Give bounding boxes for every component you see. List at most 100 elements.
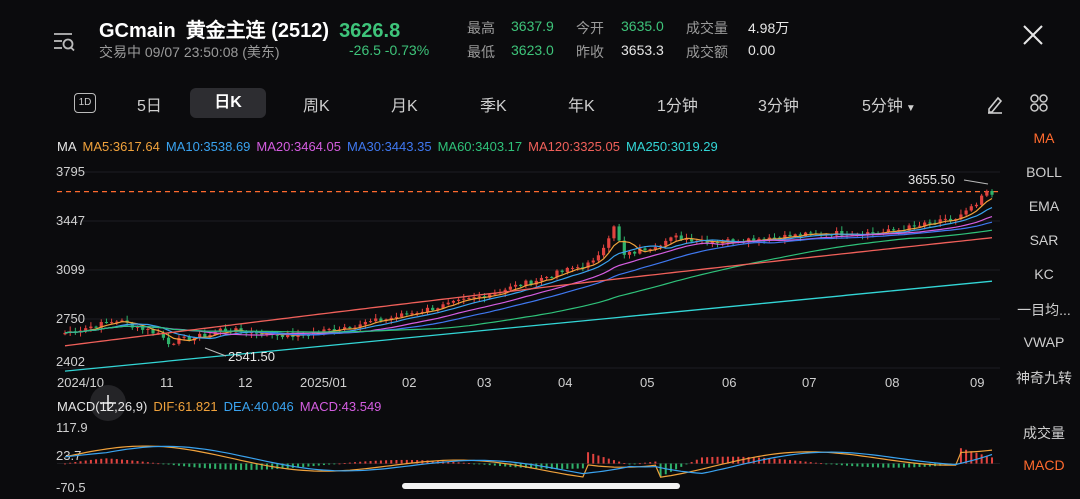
candle-body-54 bbox=[343, 327, 347, 330]
candle-body-95 bbox=[555, 270, 559, 278]
macd-bar-159 bbox=[887, 463, 890, 468]
candle-body-92 bbox=[539, 277, 544, 281]
low-annotation-label: 2541.50 bbox=[228, 349, 275, 364]
candle-body-133 bbox=[752, 238, 756, 242]
candle-body-173 bbox=[959, 214, 963, 220]
tab-month-k[interactable]: 月K bbox=[391, 98, 418, 115]
candle-body-76 bbox=[456, 299, 461, 301]
macd-bar-53 bbox=[338, 463, 341, 465]
y-tick-label-3: 2750 bbox=[56, 311, 85, 326]
macd-bar-111 bbox=[638, 463, 641, 465]
macd-bar-179 bbox=[991, 457, 993, 464]
tab-day-k[interactable]: 日K bbox=[190, 88, 266, 118]
price-change: -26.5 -0.73% bbox=[349, 42, 430, 58]
macd-bar-12 bbox=[126, 459, 129, 464]
candle-body-106 bbox=[612, 226, 616, 239]
indicator-4[interactable]: KC bbox=[1034, 266, 1054, 282]
macd-bar-38 bbox=[260, 463, 263, 470]
macd-bar-48 bbox=[312, 463, 315, 467]
caret-down-icon: ▼ bbox=[905, 103, 916, 114]
macd-bar-27 bbox=[203, 463, 206, 469]
tab-5min[interactable]: 5分钟 ▼ bbox=[862, 92, 916, 116]
tab-5day[interactable]: 5日 bbox=[137, 98, 162, 115]
candle-body-135 bbox=[762, 238, 766, 241]
indicator-6[interactable]: VWAP bbox=[1023, 334, 1065, 350]
macd-bar-26 bbox=[198, 463, 201, 468]
candle-body-19 bbox=[161, 332, 165, 338]
indicator-5[interactable]: 一目均... bbox=[1017, 302, 1071, 318]
ma-legend-item-1: MA5:3617.64 bbox=[82, 139, 160, 154]
macd-bar-79 bbox=[473, 463, 476, 465]
quote-value-low: 3623.0 bbox=[511, 42, 554, 58]
sub-indicator-0[interactable]: 成交量 bbox=[1023, 425, 1065, 441]
x-axis-label-4: 02 bbox=[402, 375, 416, 390]
macd-bar-151 bbox=[845, 463, 848, 466]
x-axis-label-3: 2025/01 bbox=[300, 375, 347, 390]
macd-bar-61 bbox=[379, 460, 382, 464]
candle-body-66 bbox=[405, 313, 409, 315]
indicator-0[interactable]: MA bbox=[1033, 130, 1055, 146]
candle-body-103 bbox=[596, 255, 601, 261]
macd-bar-131 bbox=[742, 456, 745, 464]
macd-bar-19 bbox=[162, 463, 165, 465]
candle-body-164 bbox=[912, 225, 916, 227]
macd-bar-141 bbox=[794, 460, 797, 464]
indicator-2[interactable]: EMA bbox=[1028, 198, 1060, 214]
trading-status: 交易中 09/07 23:50:08 (美东) bbox=[99, 44, 280, 60]
macd-bar-84 bbox=[499, 463, 502, 467]
indicator-7[interactable]: 神奇九转 bbox=[1016, 370, 1072, 386]
candle-body-61 bbox=[379, 318, 383, 322]
indicator-1[interactable]: BOLL bbox=[1026, 164, 1062, 180]
tab-quarter-k[interactable]: 季K bbox=[480, 98, 507, 115]
macd-bar-149 bbox=[835, 463, 838, 465]
candle-body-94 bbox=[550, 277, 554, 279]
macd-bar-32 bbox=[229, 463, 232, 470]
macd-bar-126 bbox=[716, 456, 719, 464]
candle-body-64 bbox=[394, 316, 399, 318]
y-tick-label-2: 3099 bbox=[56, 262, 85, 277]
candle-body-17 bbox=[151, 328, 155, 334]
intraday-1d-icon[interactable]: 1D bbox=[74, 93, 96, 113]
macd-bar-115 bbox=[659, 463, 662, 477]
quote-value-prev-close: 3653.3 bbox=[621, 42, 664, 58]
menu-search-icon[interactable] bbox=[52, 30, 76, 52]
tab-5min-label: 5分钟 bbox=[862, 98, 903, 115]
macd-bar-23 bbox=[183, 463, 186, 467]
candle-body-117 bbox=[669, 237, 673, 241]
ma-legend-item-5: MA60:3403.17 bbox=[437, 139, 523, 154]
tab-year-k[interactable]: 年K bbox=[568, 98, 595, 115]
macd-bar-75 bbox=[452, 461, 455, 464]
candle-body-16 bbox=[146, 328, 150, 330]
sub-indicator-1[interactable]: MACD bbox=[1023, 457, 1065, 473]
candle-body-109 bbox=[627, 251, 632, 255]
x-axis-label-9: 07 bbox=[802, 375, 816, 390]
macd-bar-89 bbox=[524, 463, 527, 468]
pen-icon[interactable] bbox=[985, 94, 1005, 114]
grid-icon[interactable] bbox=[1030, 94, 1048, 112]
candle-body-11 bbox=[120, 320, 124, 322]
macd-bar-99 bbox=[576, 463, 579, 469]
candle-body-24 bbox=[187, 336, 191, 341]
kline-chart[interactable]: 3795 3447 3099 2750 2402 3655.50 2541.50 2024/1… bbox=[0, 158, 1005, 499]
tab-week-k[interactable]: 周K bbox=[303, 98, 330, 115]
candle-body-70 bbox=[425, 307, 430, 312]
tab-1min[interactable]: 1分钟 bbox=[657, 98, 698, 115]
macd-bar-4 bbox=[84, 460, 87, 464]
high-annotation-leader bbox=[963, 179, 989, 185]
close-icon[interactable] bbox=[1018, 20, 1048, 50]
candle-body-93 bbox=[545, 277, 549, 279]
candle-body-4 bbox=[84, 328, 88, 331]
macd-bar-127 bbox=[721, 456, 724, 464]
candle-body-139 bbox=[783, 234, 787, 240]
candle-body-159 bbox=[886, 229, 891, 233]
indicator-3[interactable]: SAR bbox=[1029, 232, 1059, 248]
macd-bar-20 bbox=[167, 463, 170, 465]
candle-body-170 bbox=[943, 218, 947, 220]
candle-body-18 bbox=[156, 332, 160, 334]
macd-bar-98 bbox=[571, 463, 574, 469]
tab-3min[interactable]: 3分钟 bbox=[758, 98, 799, 115]
macd-bar-14 bbox=[136, 461, 139, 464]
macd-bar-64 bbox=[395, 460, 398, 464]
candle-body-10 bbox=[115, 321, 119, 323]
macd-bar-100 bbox=[581, 463, 584, 469]
